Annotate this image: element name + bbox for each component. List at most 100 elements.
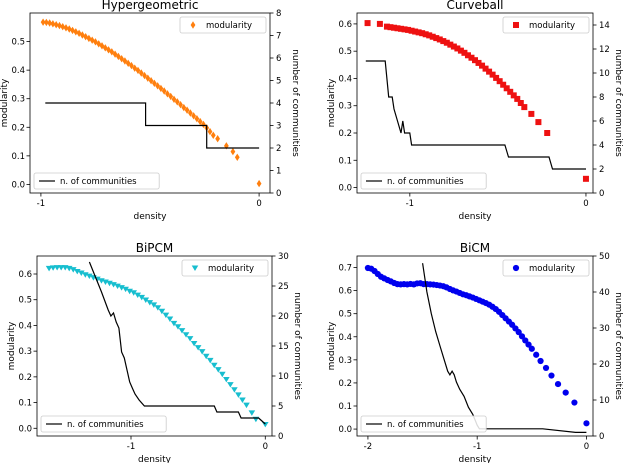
y2-tick-label: 10 [278, 372, 289, 382]
data-point-modularity [454, 45, 461, 52]
data-point-modularity [142, 71, 147, 80]
data-point-modularity [415, 29, 422, 36]
data-point-modularity [544, 130, 551, 136]
axes-frame [36, 255, 273, 437]
y-tick-label: 0.1 [11, 152, 25, 162]
data-point-modularity [182, 332, 190, 338]
data-point-modularity [521, 104, 528, 111]
data-point-modularity [533, 351, 540, 358]
data-point-modularity [150, 302, 158, 308]
y2-tick-label: 30 [278, 252, 289, 262]
data-point-modularity [248, 410, 256, 416]
data-point-modularity [219, 371, 226, 378]
data-point-modularity [184, 106, 190, 114]
data-point-modularity [170, 320, 178, 327]
data-point-modularity [210, 362, 218, 369]
legend-box [181, 259, 269, 277]
data-point-modularity [468, 54, 475, 61]
y2-tick-label: 4 [276, 99, 281, 109]
data-point-modularity [514, 95, 521, 102]
data-point-modularity [181, 103, 187, 112]
legend-box [360, 415, 487, 433]
legend-label: modularity [208, 264, 254, 274]
data-point-modularity [426, 32, 433, 39]
x-tick-label: 0 [584, 442, 589, 452]
legend-box [179, 16, 267, 34]
chart-title: Curveball [446, 0, 503, 12]
data-point-modularity [479, 62, 486, 69]
data-point-modularity [186, 336, 194, 342]
data-point-modularity [53, 21, 59, 29]
y2-tick-label: 1 [276, 167, 281, 177]
y2-tick-label: 10 [599, 396, 610, 406]
y-tick-label: 0.0 [11, 180, 25, 190]
y2-axis-label: number of communities [613, 49, 623, 157]
y-tick-label: 0.5 [18, 296, 32, 306]
plot-area [45, 261, 269, 428]
legend-marker-swatch [512, 264, 520, 272]
data-point-modularity [525, 341, 532, 348]
data-point-modularity [99, 42, 105, 50]
y-tick-label: 0.2 [338, 129, 352, 139]
x-axis-label: density [459, 455, 493, 463]
x-tick-label: -1 [473, 442, 481, 452]
data-point-modularity [151, 79, 157, 87]
y2-tick-label: 0 [599, 432, 604, 442]
y2-tick-label: 50 [599, 252, 610, 262]
data-point-modularity [562, 389, 569, 396]
data-point-modularity [134, 292, 142, 299]
data-point-modularity [174, 98, 180, 106]
y-axis-label: modularity [7, 321, 17, 370]
data-point-modularity [171, 95, 177, 103]
data-point-modularity [518, 333, 526, 340]
data-point-modularity [70, 26, 75, 35]
legend-marker-swatch [513, 22, 519, 28]
x-axis-label: density [138, 455, 172, 463]
data-point-modularity [76, 29, 82, 37]
y-tick-label: 0.2 [11, 123, 25, 133]
y2-tick-label: 20 [599, 360, 610, 370]
data-point-modularity [197, 117, 203, 126]
y2-tick-label: 0 [276, 189, 281, 199]
data-point-modularity [194, 345, 202, 351]
data-point-modularity [174, 324, 182, 330]
data-point-modularity [154, 305, 162, 311]
data-point-modularity [168, 92, 174, 101]
data-point-modularity [161, 87, 167, 95]
data-point-modularity [138, 69, 144, 77]
y-tick-label: 0.6 [338, 20, 352, 30]
data-point-modularity [582, 175, 589, 182]
axes-frame [356, 12, 594, 194]
data-point-modularity [548, 372, 555, 379]
y-tick-label: 0.4 [338, 333, 352, 343]
y2-tick-label: 6 [276, 54, 281, 64]
data-point-modularity [522, 337, 529, 344]
data-point-modularity [69, 267, 77, 273]
data-point-modularity [528, 345, 535, 352]
legend-label: n. of communities [387, 420, 464, 430]
y-tick-label: 0.5 [338, 310, 352, 320]
data-point-modularity [50, 20, 56, 28]
y-axis-label: modularity [327, 78, 337, 127]
plot-area [40, 18, 262, 188]
data-point-modularity [63, 24, 69, 32]
y2-tick-label: 14 [599, 21, 610, 31]
data-point-modularity [135, 66, 141, 75]
data-point-modularity [535, 119, 542, 126]
x-tick-label: 0 [256, 199, 261, 209]
y2-tick-label: 10 [599, 69, 610, 79]
y2-tick-label: 12 [599, 45, 610, 55]
y2-axis-label: number of communities [290, 49, 300, 157]
data-point-modularity [191, 112, 197, 120]
y2-axis-label: number of communities [292, 292, 302, 400]
data-point-modularity [73, 268, 81, 275]
data-point-modularity [256, 179, 262, 188]
y-tick-label: 0.3 [338, 356, 352, 366]
data-point-modularity [86, 34, 92, 43]
legend-communities: n. of communities [360, 415, 487, 433]
data-point-modularity [503, 85, 510, 92]
data-point-modularity [261, 421, 269, 428]
legend-modularity: modularity [181, 259, 269, 277]
data-point-modularity [507, 88, 514, 95]
y2-tick-label: 0 [599, 189, 604, 199]
